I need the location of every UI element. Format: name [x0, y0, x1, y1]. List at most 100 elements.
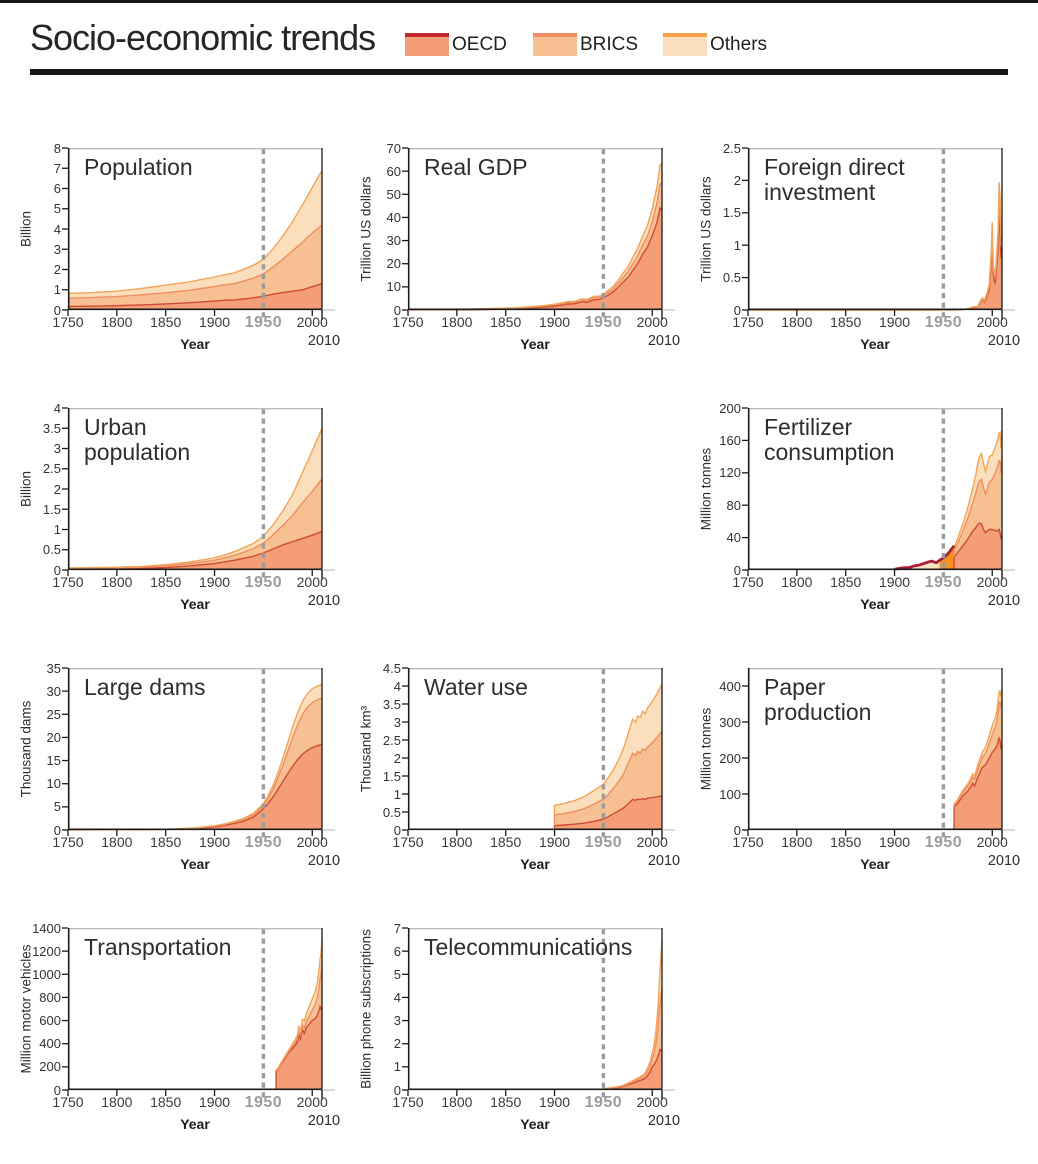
- x-tick-label: 1750: [52, 834, 84, 850]
- chart-title: Foreign direct investment: [764, 154, 905, 205]
- area-oecd: [408, 208, 662, 310]
- area-brics: [276, 962, 322, 1071]
- x-tick-label: 2000: [976, 834, 1008, 850]
- edge-others: [602, 939, 663, 1090]
- x-tick-label: 1750: [732, 314, 764, 330]
- y-tick-label: 200: [39, 1059, 61, 1075]
- x-end-label: 2010: [307, 593, 341, 609]
- chart-title: Large dams: [84, 674, 206, 700]
- y-tick-label: 4: [393, 678, 401, 694]
- y-tick-label: 0.5: [722, 270, 741, 286]
- x-tick-label: 1900: [878, 574, 911, 590]
- x-tick-label: 1800: [781, 574, 813, 590]
- edge-oecd: [553, 795, 663, 830]
- area-oecd: [276, 1006, 322, 1090]
- y-tick-label: 5: [53, 201, 61, 217]
- y-tick-label: 1.5: [42, 501, 61, 517]
- edge-others: [953, 430, 1003, 551]
- y-tick-label: 2: [393, 750, 401, 766]
- x-tick-label: 1800: [441, 1094, 473, 1110]
- x-tick-label: 1850: [150, 574, 182, 590]
- y-tick-label: 0: [733, 562, 741, 578]
- edge-brics: [67, 224, 323, 299]
- fertilizer-consumption-plot: [742, 407, 1015, 580]
- y-tick-label: 0.5: [382, 804, 401, 820]
- y-tick-label: 400: [39, 1036, 61, 1052]
- x-tick-label: 1850: [490, 314, 522, 330]
- legend-item-others: Others: [663, 33, 767, 56]
- x-tick-label: 2000: [976, 314, 1008, 330]
- area-oecd: [954, 738, 1002, 830]
- large-dams-chart: 0 5 10 15 20 25 30 35 1750 1800 1850 1900 1950 2000 20…: [19, 661, 341, 873]
- y-tick-label: 300: [719, 714, 741, 730]
- x-tick-label: 1800: [101, 314, 133, 330]
- x-tick-label: 1900: [538, 314, 571, 330]
- y-tick-label: 30: [386, 233, 401, 249]
- foreign-direct-investment-plot: [742, 147, 1015, 320]
- x-tick-label: 1850: [490, 1094, 522, 1110]
- y-tick-label: 6: [393, 943, 401, 959]
- telecommunications-plot: [402, 927, 675, 1100]
- transportation-chart: 0 200 400 600 800 1000 1200 1400 1750 1800 1850 190…: [19, 921, 341, 1133]
- y-tick-label: 15: [46, 753, 61, 769]
- x-end-label: 2010: [647, 853, 681, 869]
- y-axis-title: Million motor vehicles: [18, 944, 34, 1074]
- y-tick-label: 4.5: [382, 660, 401, 676]
- x-tick-label-1950: 1950: [584, 314, 623, 331]
- y-tick-label: 0: [53, 1082, 61, 1098]
- y-tick-label: 35: [46, 660, 61, 676]
- y-tick-label: 20: [386, 256, 401, 272]
- y-axis-title: Thousand km³: [358, 705, 374, 793]
- y-tick-label: 25: [46, 706, 61, 722]
- x-tick-label: 1900: [538, 1094, 571, 1110]
- edge-others: [67, 169, 323, 295]
- area-oecd: [603, 1049, 662, 1090]
- y-tick-label: 0: [393, 1082, 401, 1098]
- x-tick-label: 1850: [490, 834, 522, 850]
- x-tick-label: 1900: [198, 314, 231, 330]
- y-tick-label: 30: [46, 683, 61, 699]
- y-tick-label: 1: [393, 1059, 401, 1075]
- y-tick-label: 1000: [32, 966, 61, 982]
- x-end-label: 2010: [307, 853, 341, 869]
- x-axis-title: Year: [520, 336, 550, 352]
- y-tick-label: 2: [53, 481, 61, 497]
- x-axis-title: Year: [180, 856, 210, 872]
- y-tick-label: 1400: [32, 920, 61, 936]
- y-tick-label: 50: [386, 186, 401, 202]
- x-tick-label: 1800: [101, 1094, 133, 1110]
- y-tick-label: 0: [733, 822, 741, 838]
- x-tick-label: 1800: [101, 574, 133, 590]
- x-axis-title: Year: [180, 1116, 210, 1132]
- edge-brics: [748, 195, 1003, 311]
- x-end-label: 2010: [987, 333, 1021, 349]
- fertilizer-consumption-chart: 0 40 80 120 160 200 1750 1800 1850 1900 1950 2000 20…: [699, 401, 1021, 613]
- y-tick-label: 800: [39, 989, 61, 1005]
- area-others: [68, 170, 322, 299]
- edge-others: [275, 939, 323, 1071]
- y-tick-label: 80: [726, 497, 741, 513]
- y-tick-label: 1.5: [722, 205, 741, 221]
- area-brics: [68, 225, 322, 307]
- chart-title: Urban population: [84, 414, 191, 465]
- y-tick-label: 5: [53, 799, 61, 815]
- y-tick-label: 4: [53, 221, 61, 237]
- x-tick-label: 1800: [781, 834, 813, 850]
- area-oecd: [748, 209, 1002, 310]
- y-tick-label: 3: [53, 241, 61, 257]
- y-axis-title: Billion: [18, 470, 34, 508]
- paper-production-chart: 0 100 200 300 400 1750 1800 1850 1900 1950 2000 201…: [699, 667, 1020, 872]
- area-brics: [748, 195, 1002, 310]
- x-tick-label: 1850: [830, 574, 862, 590]
- y-tick-label: 200: [719, 400, 741, 416]
- y-tick-label: 2.5: [382, 732, 401, 748]
- x-tick-label: 1900: [878, 314, 911, 330]
- x-tick-label: 1850: [150, 1094, 182, 1110]
- y-tick-label: 2: [53, 262, 61, 277]
- y-axis-title: Thousand dams: [18, 700, 34, 798]
- population-chart: 0 1 2 3 4 5 6 7 8 1750 1800 1850 1900 1950 2000 2010 Yea…: [19, 141, 341, 353]
- x-axis-title: Year: [180, 336, 210, 352]
- x-tick-label: 1800: [441, 834, 473, 850]
- water-use-plot: [402, 667, 675, 840]
- population-plot: [62, 147, 335, 320]
